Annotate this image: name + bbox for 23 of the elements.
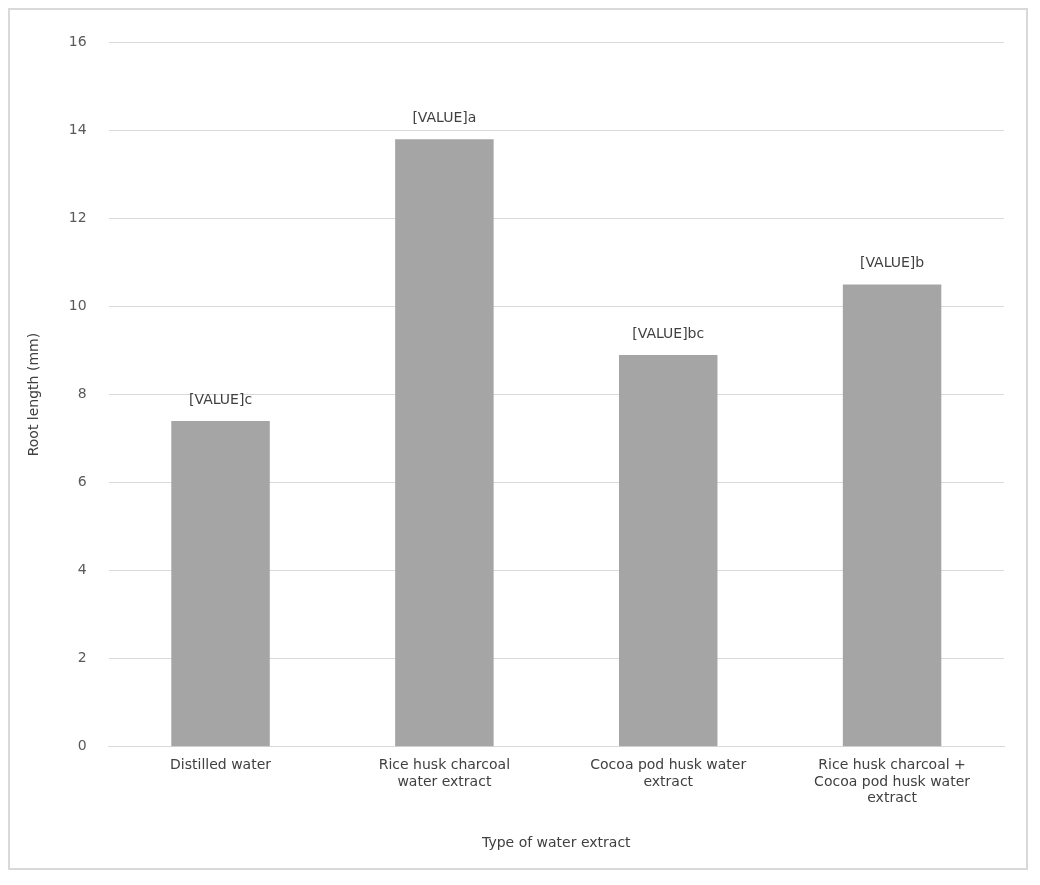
- y-tick-label: 0: [77, 737, 87, 754]
- x-tick-label: Rice husk charcoal + Cocoa pod husk water extract: [814, 755, 971, 806]
- x-tick-label: Rice husk charcoal water extract: [378, 755, 511, 789]
- bar: [395, 139, 494, 747]
- data-label: [VALUE]a: [412, 108, 477, 125]
- bar: [618, 354, 718, 747]
- y-tick-label: 14: [68, 121, 87, 138]
- data-label: [VALUE]bc: [632, 324, 705, 341]
- y-tick-label: 4: [77, 561, 87, 578]
- y-tick-label: 16: [68, 33, 87, 50]
- x-tick-label: Cocoa pod husk water extract: [590, 755, 747, 789]
- data-label: [VALUE]c: [189, 390, 253, 407]
- y-tick-label: 12: [68, 209, 87, 226]
- y-tick-label: 10: [68, 297, 87, 314]
- data-label: [VALUE]b: [859, 254, 925, 271]
- y-axis-title: Root length (mm): [25, 332, 42, 457]
- y-tick-label: 6: [77, 473, 87, 490]
- x-tick-label: Distilled water: [170, 755, 272, 772]
- y-tick-label: 8: [77, 385, 87, 402]
- bar: [842, 284, 942, 747]
- bar: [171, 421, 270, 747]
- x-axis-title: Type of water extract: [481, 834, 632, 851]
- y-tick-label: 2: [77, 649, 87, 666]
